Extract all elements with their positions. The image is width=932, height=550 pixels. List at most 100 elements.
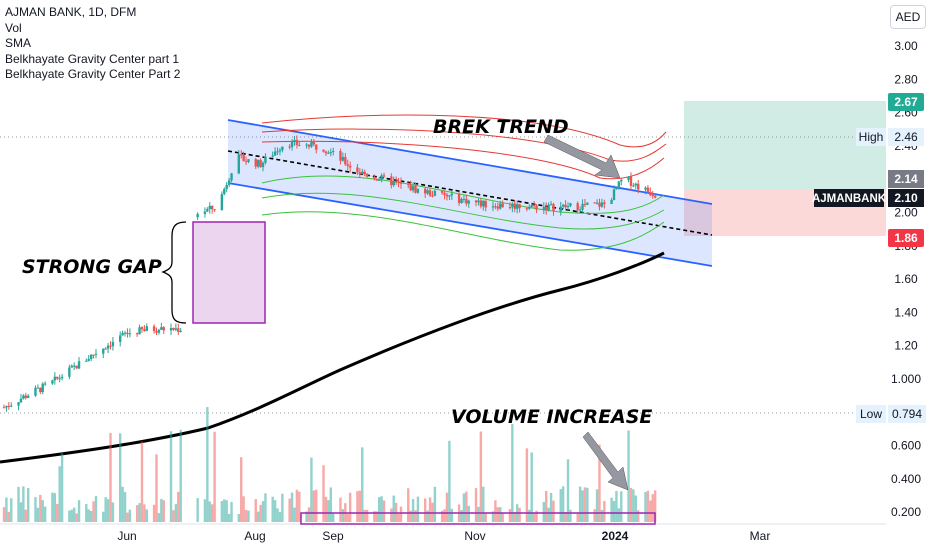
volume-bar (465, 491, 468, 522)
volume-bar (179, 429, 182, 522)
candle-body (94, 353, 98, 355)
x-tick-mar: Mar (750, 529, 771, 543)
candle-body (169, 327, 173, 331)
volume-bar (106, 499, 110, 522)
symbol-tag (814, 189, 884, 207)
channel-mid-line[interactable] (227, 150, 713, 236)
candle-body (373, 176, 376, 179)
channel-lower-line[interactable] (227, 182, 713, 267)
volume-box[interactable] (300, 512, 656, 525)
candle-body (288, 146, 291, 148)
volume-bar (123, 492, 127, 522)
volume-bar (629, 488, 633, 522)
candle-body (629, 176, 633, 186)
volume-bar (552, 500, 555, 522)
volume-bar (460, 510, 463, 522)
candle-body (295, 139, 299, 146)
volume-bar (634, 495, 637, 522)
volume-bar (223, 499, 226, 522)
price-axis[interactable]: 3.002.802.602.402.202.001.801.601.401.20… (891, 39, 921, 519)
volume-bar (615, 491, 618, 522)
volume-arrow[interactable] (582, 431, 629, 491)
volume-bar (220, 501, 224, 522)
volume-bar (433, 486, 437, 522)
y-tick-label: 3.00 (894, 39, 918, 53)
volume-bar (19, 502, 23, 522)
legend-sma[interactable]: SMA (5, 36, 32, 50)
last-price-text: 2.10 (894, 191, 918, 205)
high-value-box (888, 128, 924, 146)
volume-bar (508, 509, 512, 522)
volume-bar (104, 497, 107, 522)
last-price-tag[interactable] (888, 189, 924, 207)
candle-body (530, 205, 533, 207)
candle-body (106, 345, 110, 349)
volume-bar (75, 513, 78, 522)
volume-bar (542, 501, 546, 522)
candle-body (576, 203, 579, 211)
gap-brace[interactable] (161, 221, 187, 324)
legend-gravity-2[interactable]: Belkhayate Gravity Center Part 2 (5, 67, 181, 81)
legend-title[interactable]: AJMAN BANK, 1D, DFM (5, 5, 137, 19)
candle-body (310, 142, 313, 147)
candle-body (145, 326, 149, 331)
volume-bar (564, 511, 567, 522)
volume-bar (244, 509, 248, 522)
candle-body (104, 348, 107, 350)
volume-bar (242, 496, 245, 522)
candle-body (261, 162, 265, 168)
volume-bar (450, 508, 454, 522)
volume-bar (227, 513, 231, 522)
volume-bar (34, 497, 37, 522)
y-tick-label: 1.000 (891, 372, 921, 386)
legend-vol[interactable]: Vol (5, 20, 22, 35)
volume-bar (264, 493, 267, 522)
volume-bar (240, 457, 243, 522)
volume-bar (477, 506, 480, 522)
volume-bar (7, 511, 11, 522)
volume-bar (126, 512, 129, 522)
candle-body (58, 378, 61, 380)
candle-body (496, 206, 500, 209)
volume-bar (561, 486, 565, 522)
candle-body (465, 198, 468, 204)
candle-body (532, 205, 536, 207)
volume-bar (525, 448, 529, 522)
candle-body (51, 380, 54, 384)
candle-body (87, 359, 90, 361)
candle-body (552, 204, 555, 212)
candle-body (244, 161, 248, 163)
brek-trend-arrow[interactable] (543, 134, 621, 179)
candle-body (77, 361, 81, 369)
candle-body (24, 395, 27, 398)
volume-bar (569, 509, 572, 522)
candle-body (89, 354, 93, 360)
volume-bar (332, 513, 335, 522)
volume-bar (143, 504, 146, 522)
candle-body (399, 182, 403, 184)
candle-body (363, 171, 366, 175)
stop-price-tag[interactable] (888, 229, 924, 247)
profit-zone[interactable] (684, 101, 886, 189)
volume-bar (51, 492, 54, 522)
legend-gravity-1[interactable]: Belkhayate Gravity Center part 1 (5, 51, 180, 66)
candle-body (634, 183, 637, 186)
candle-body (479, 200, 483, 207)
volume-bar (414, 510, 417, 522)
candle-body (484, 200, 487, 208)
currency-button[interactable]: AED (890, 5, 926, 29)
candle-body (126, 332, 129, 335)
volume-bar (448, 440, 451, 522)
candle-body (162, 327, 165, 331)
target-price-tag[interactable] (888, 93, 924, 111)
volume-bar (203, 499, 207, 522)
sma-line[interactable] (0, 251, 665, 464)
candle-body (160, 327, 163, 330)
candle-body (172, 327, 175, 330)
gap-box[interactable] (192, 221, 266, 324)
volume-bar (549, 492, 553, 522)
volume-bar (230, 501, 233, 522)
volume-bar (651, 494, 654, 522)
volume-bar (22, 486, 25, 522)
